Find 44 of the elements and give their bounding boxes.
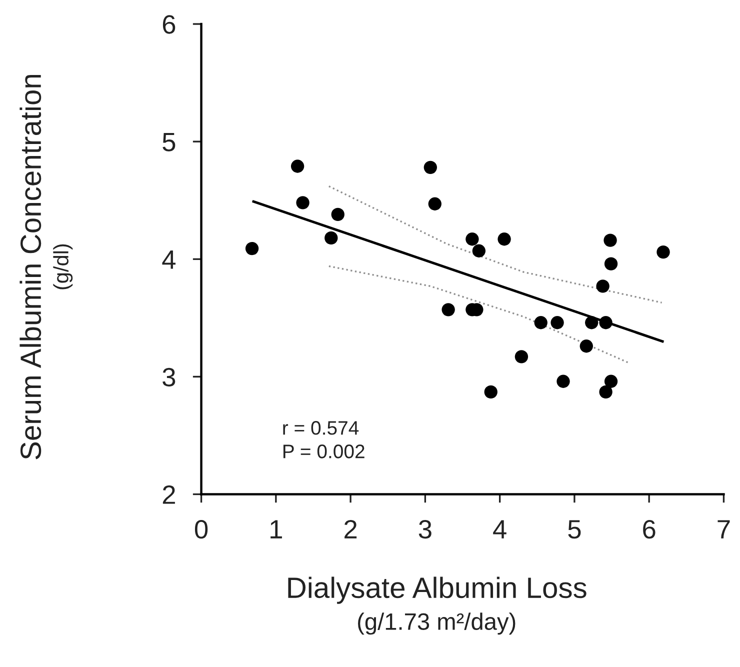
point (534, 316, 548, 330)
point (604, 257, 618, 270)
point (290, 160, 304, 173)
point (604, 234, 617, 247)
point (599, 316, 612, 330)
y-tick-label: 4 (162, 250, 176, 269)
point (245, 242, 259, 256)
point (656, 245, 670, 259)
point (331, 208, 344, 222)
point (424, 160, 437, 174)
point (514, 350, 528, 364)
x-axis-title: Dialysate Albumin Loss (g/1.73 m²/day) (288, 576, 586, 635)
point (585, 316, 598, 330)
point (550, 316, 564, 330)
point (556, 374, 570, 388)
point (596, 280, 610, 293)
point (466, 232, 479, 246)
annotation: P = 0.002 (283, 444, 364, 458)
point (442, 303, 455, 316)
x-tick-label: 0 (194, 520, 208, 539)
point (428, 197, 442, 210)
x-tick-label: 4 (493, 520, 506, 538)
y-axis-title: Serum Albumin Concentration (g/dl) (20, 74, 73, 460)
x-tick-label: 6 (643, 520, 656, 539)
y-tick-label: 5 (162, 132, 176, 152)
y-tick-label: 3 (162, 368, 176, 387)
y-tick-label: 6 (162, 15, 176, 34)
point (604, 374, 618, 388)
x-tick-label: 3 (418, 520, 432, 539)
point (580, 340, 593, 353)
point (472, 244, 486, 258)
x-tick-label: 1 (270, 520, 282, 538)
point (599, 385, 612, 399)
x-tick-label: 5 (568, 520, 581, 539)
point (296, 196, 310, 210)
y-tick-label: 2 (162, 485, 175, 504)
point (484, 385, 498, 399)
x-tick-label: 2 (344, 520, 357, 538)
annotation: r = 0.574 (283, 421, 359, 435)
x-tick-label: 7 (718, 520, 730, 538)
line-series (328, 265, 630, 364)
point (498, 232, 511, 246)
point (324, 231, 338, 245)
line-series (328, 185, 663, 304)
